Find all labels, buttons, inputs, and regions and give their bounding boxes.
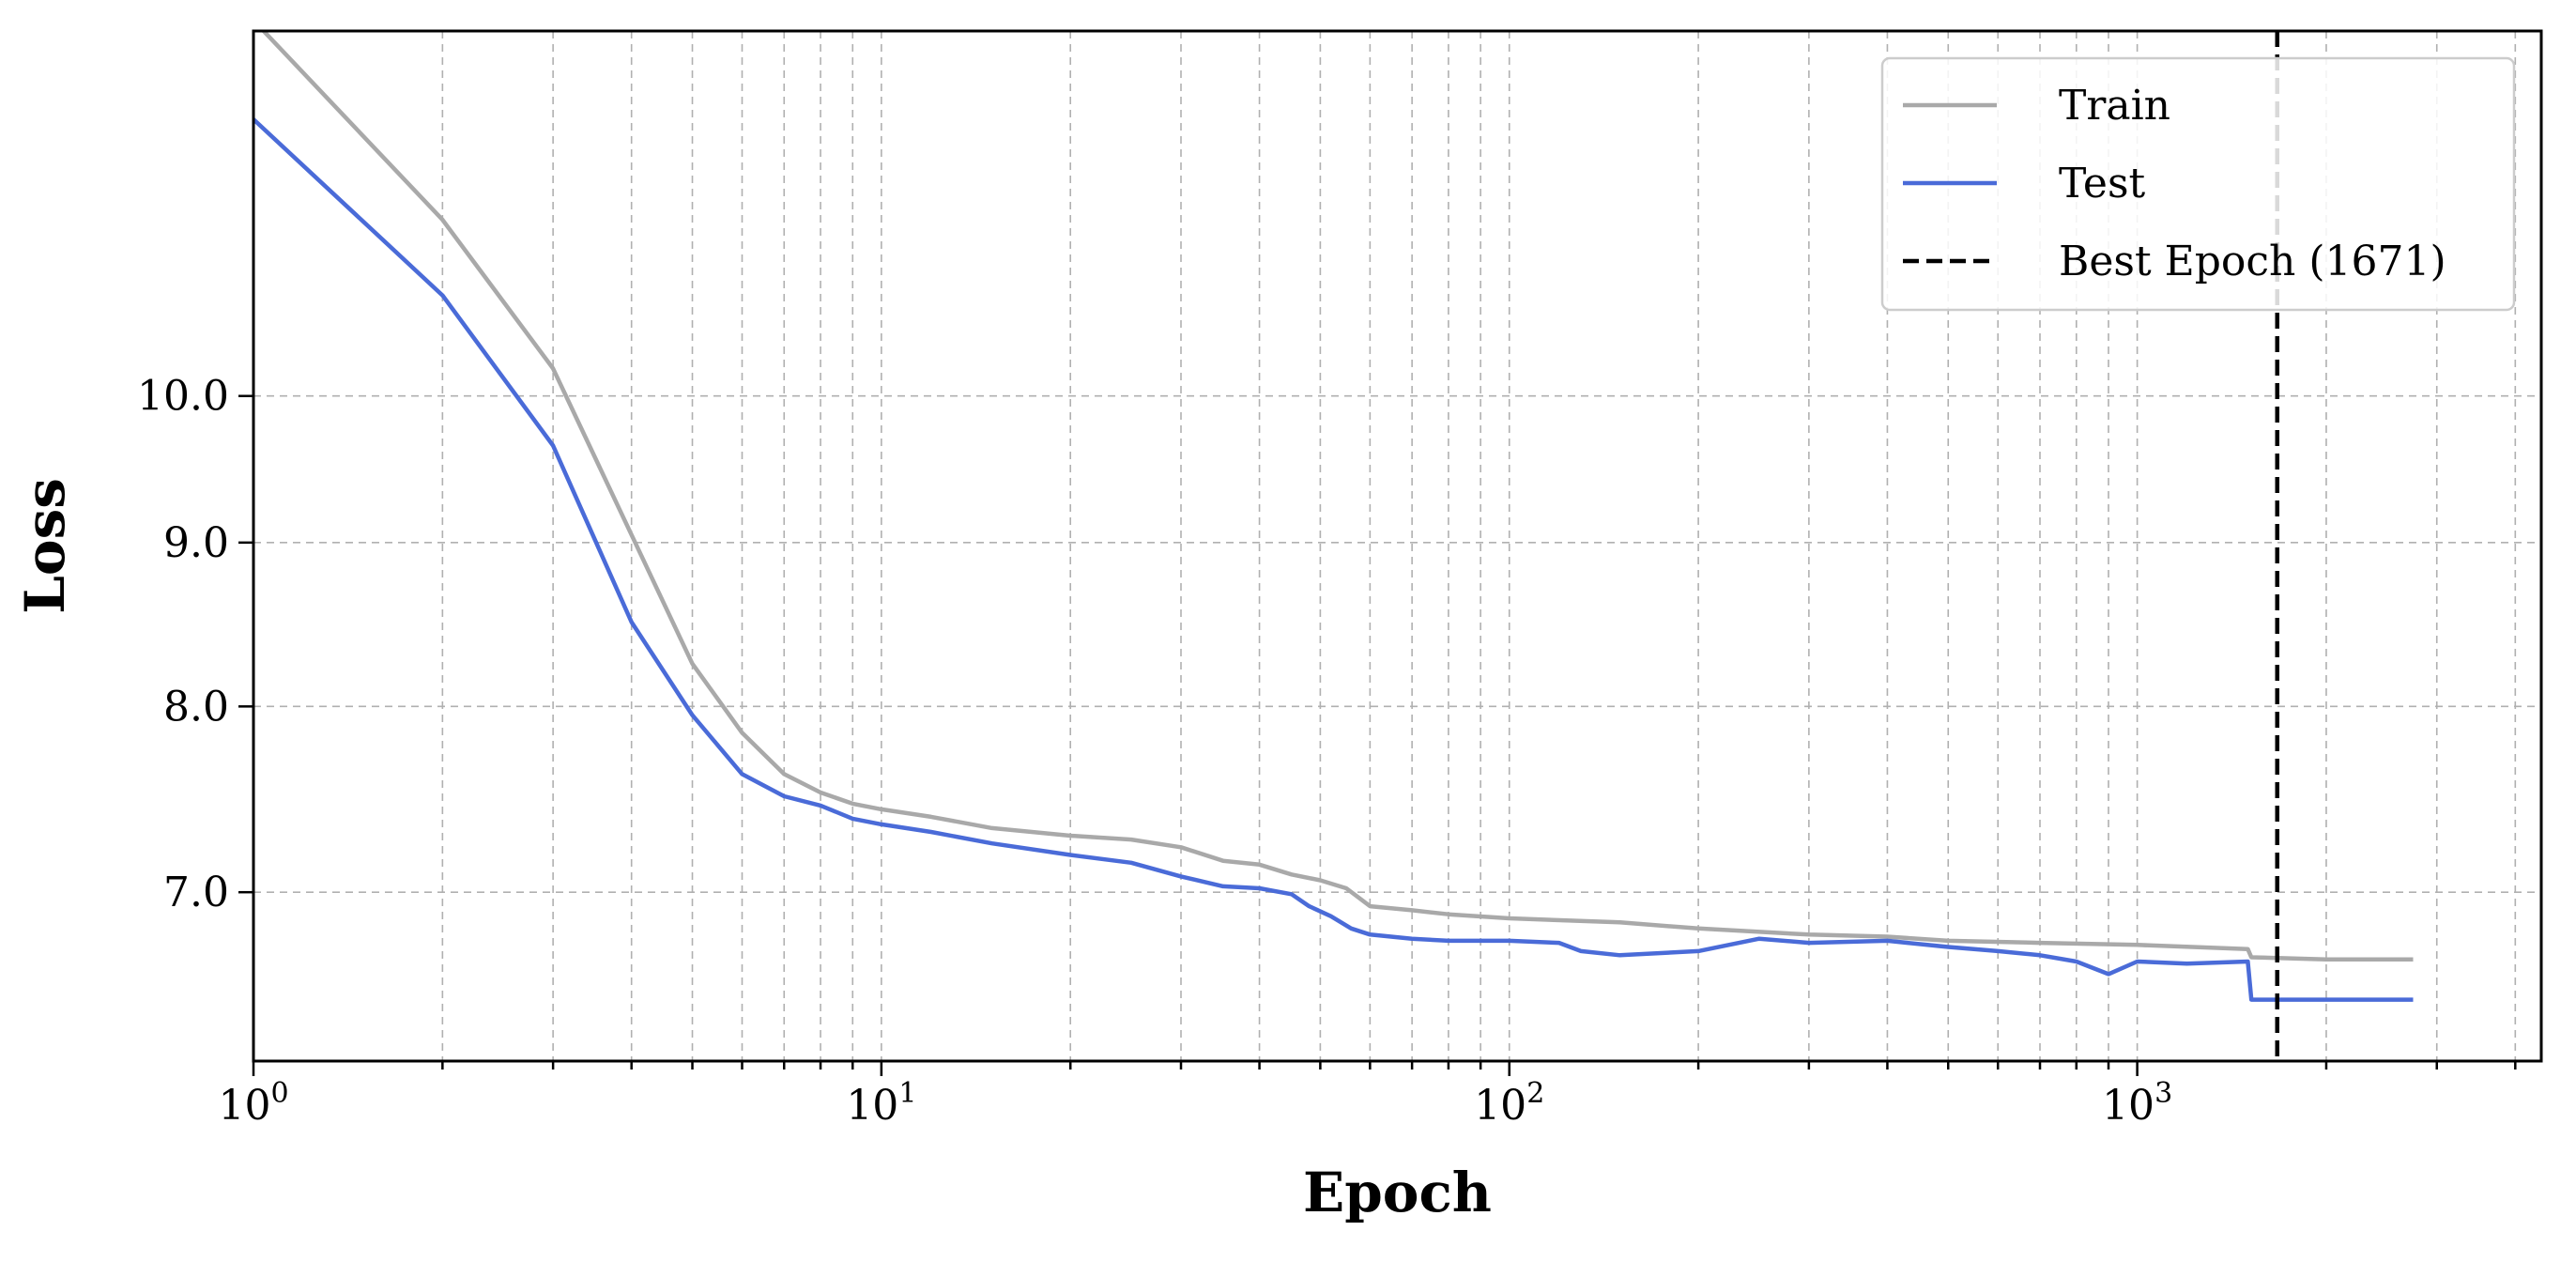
legend: Train Test Best Epoch (1671) — [1880, 56, 2516, 312]
series-line-test — [253, 117, 2414, 1002]
y-tick-label: 8.0 — [163, 683, 229, 731]
x-tick-label: 101 — [846, 1077, 916, 1130]
x-tick-label: 100 — [218, 1077, 288, 1130]
x-tick-label: 102 — [1474, 1077, 1544, 1130]
x-axis-title: Epoch — [1303, 1161, 1492, 1224]
plot-frame — [252, 29, 2543, 1063]
legend-label-test: Test — [2059, 160, 2146, 208]
y-tick-label: 7.0 — [163, 869, 229, 916]
legend-label-best-epoch-1671: Best Epoch (1671) — [2059, 238, 2446, 285]
x-tick-label: 103 — [2102, 1077, 2172, 1130]
legend-box — [1880, 56, 2516, 312]
y-tick-label: 10.0 — [137, 373, 229, 421]
grid — [253, 31, 2541, 1061]
series-line-train — [260, 31, 2414, 962]
y-tick-label: 9.0 — [163, 519, 229, 567]
ticks: 100 101 102 103 7.0 8.0 9.0 10.0 — [137, 373, 2517, 1130]
legend-label-train: Train — [2059, 82, 2170, 130]
y-axis-title: Loss — [13, 478, 77, 614]
